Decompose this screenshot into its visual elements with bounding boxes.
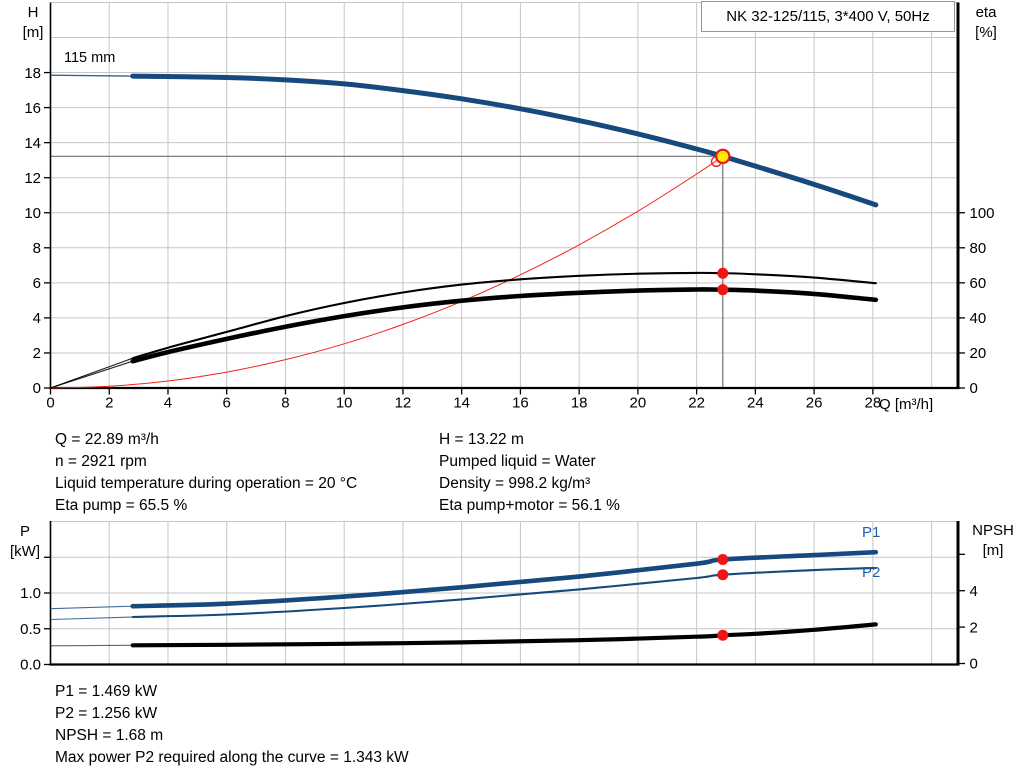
p1-duty-dot: [717, 553, 729, 565]
power-axis-symbol: P: [19, 523, 30, 540]
duty-info-right: H = 13.22 m Pumped liquid = Water Densit…: [439, 429, 620, 517]
svg-text:2: 2: [105, 395, 113, 412]
flow-axis-label: Q [m³/h]: [879, 396, 934, 413]
svg-text:0.5: 0.5: [20, 621, 41, 638]
p2-curve: [50, 566, 877, 621]
speed-value: n = 2921 rpm: [55, 453, 147, 470]
svg-text:26: 26: [806, 395, 823, 412]
svg-text:60: 60: [970, 275, 987, 292]
svg-text:100: 100: [970, 205, 995, 222]
npsh-curve: [50, 622, 878, 648]
svg-text:20: 20: [630, 395, 647, 412]
p2-value: P2 = 1.256 kW: [55, 705, 158, 722]
svg-text:12: 12: [24, 170, 41, 187]
svg-text:6: 6: [33, 275, 41, 292]
svg-text:4: 4: [164, 395, 172, 412]
power-info-block: P1 = 1.469 kW P2 = 1.256 kW NPSH = 1.68 …: [55, 681, 409, 769]
svg-text:4: 4: [33, 310, 41, 327]
eta-pump-value: Eta pump = 65.5 %: [55, 497, 188, 514]
svg-text:8: 8: [33, 240, 41, 257]
npsh-axis-symbol: NPSH: [972, 522, 1014, 539]
svg-text:0: 0: [970, 656, 978, 673]
p1-curve: [50, 549, 879, 610]
svg-text:0.0: 0.0: [20, 657, 41, 674]
svg-text:2: 2: [33, 345, 41, 362]
pump-curve-115-mm: [50, 73, 879, 208]
eta-pump-duty-dot: [717, 267, 729, 279]
svg-text:80: 80: [970, 240, 987, 257]
svg-text:16: 16: [24, 100, 41, 117]
head-axis-symbol: H: [27, 4, 39, 21]
max-power-value: Max power P2 required along the curve = …: [55, 749, 409, 766]
svg-text:6: 6: [223, 395, 231, 412]
eta-axis-title: eta [%]: [962, 3, 1010, 43]
gridlines: [50, 1, 958, 388]
density-value: Density = 998.2 kg/m³: [439, 475, 591, 492]
npsh-axis-title: NPSH [m]: [962, 521, 1024, 561]
eta-axis-ticks: 0 20 40 60 80 100: [958, 205, 995, 397]
svg-text:1.0: 1.0: [20, 585, 41, 602]
eta-axis-symbol: eta: [975, 4, 997, 21]
npsh-axis-unit: [m]: [982, 542, 1004, 559]
power-axis-title: P [kW]: [2, 522, 48, 562]
power-axis-unit: [kW]: [10, 543, 40, 560]
svg-text:8: 8: [281, 395, 289, 412]
svg-text:40: 40: [970, 310, 987, 327]
svg-text:18: 18: [571, 395, 588, 412]
svg-text:10: 10: [24, 205, 41, 222]
head-axis-title: H [m]: [12, 3, 54, 43]
flow-value: Q = 22.89 m³/h: [55, 431, 159, 448]
duty-info-left: Q = 22.89 m³/h n = 2921 rpm Liquid tempe…: [55, 429, 357, 517]
eta-axis-unit: [%]: [975, 24, 997, 41]
eta-pump-motor-curve: [50, 287, 879, 389]
axes: [49, 2, 960, 390]
h-axis-ticks: 0 2 4 6 8 10 12 14 16 18: [24, 65, 51, 397]
liquid-temperature-value: Liquid temperature during operation = 20…: [55, 475, 358, 492]
p2-duty-dot: [717, 569, 729, 581]
npsh-value: NPSH = 1.68 m: [55, 727, 164, 744]
svg-text:14: 14: [24, 135, 41, 152]
svg-text:14: 14: [453, 395, 470, 412]
svg-text:20: 20: [970, 345, 987, 362]
pumped-liquid-value: Pumped liquid = Water: [439, 453, 596, 470]
head-axis-unit: [m]: [22, 24, 44, 41]
svg-text:4: 4: [970, 583, 978, 600]
eta-pump-motor-duty-dot: [717, 284, 729, 296]
impeller-diameter-label: 115 mm: [64, 50, 116, 66]
svg-text:10: 10: [336, 395, 353, 412]
eta-pump-motor-value: Eta pump+motor = 56.1 %: [439, 497, 620, 514]
flow-axis-ticks: 0 2 4 6 8 10 12 14 16 18 20 22 24 26 28: [46, 388, 881, 412]
system-curve: [50, 155, 724, 389]
npsh-duty-dot: [717, 629, 729, 641]
svg-text:22: 22: [688, 395, 705, 412]
pump-title-box: NK 32-125/115, 3*400 V, 50Hz: [701, 1, 955, 32]
power-npsh-chart: 0.0 0.5 1.0 0 2 4: [20, 521, 978, 674]
p-axis-ticks: 0.0 0.5 1.0: [20, 556, 51, 674]
npsh-axis-ticks: 0 2 4: [958, 553, 978, 673]
svg-text:16: 16: [512, 395, 529, 412]
svg-text:2: 2: [970, 619, 978, 636]
svg-text:0: 0: [970, 380, 978, 397]
svg-text:18: 18: [24, 65, 41, 82]
p1-value: P1 = 1.469 kW: [55, 683, 158, 700]
svg-text:0: 0: [46, 395, 54, 412]
svg-text:0: 0: [33, 380, 41, 397]
duty-point-marker[interactable]: [715, 148, 731, 165]
p1-curve-label: P1: [862, 524, 881, 541]
svg-text:12: 12: [395, 395, 412, 412]
svg-text:28: 28: [865, 395, 882, 412]
svg-text:24: 24: [747, 395, 764, 412]
p2-curve-label: P2: [862, 564, 881, 581]
head-value: H = 13.22 m: [439, 431, 524, 448]
